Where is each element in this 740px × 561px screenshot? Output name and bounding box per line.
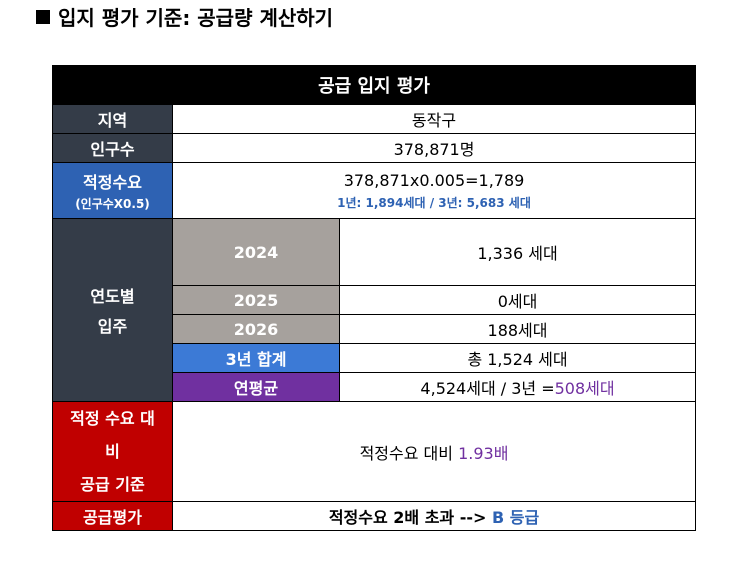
rating-label: 공급평가 [52, 501, 173, 531]
rating-value-prefix: 적정수요 2배 초과 --> [328, 508, 492, 527]
demand-label-cell: 적정수요 (인구수X0.5) [52, 162, 173, 219]
year-2025: 2025 [172, 285, 340, 315]
page-heading: 입지 평가 기준: 공급량 계산하기 [36, 2, 333, 31]
annual-average-prefix: 4,524세대 / 3년 = [420, 379, 555, 398]
ratio-value-highlight: 1.93배 [458, 443, 509, 463]
ratio-value: 적정수요 대비 1.93배 [171, 401, 697, 502]
annual-average-value: 4,524세대 / 3년 =508세대 [338, 372, 697, 402]
moveins-label-cell: 연도별 입주 [52, 218, 173, 402]
demand-label: 적정수요 [83, 173, 142, 192]
year-2024-value: 1,336 세대 [338, 218, 697, 286]
demand-value-cell: 378,871x0.005=1,789 1년: 1,894세대 / 3년: 5,… [171, 162, 697, 219]
black-square-icon [36, 10, 50, 24]
demand-sublabel: (인구수X0.5) [75, 197, 150, 211]
ratio-label-line3: 공급 기준 [80, 475, 145, 494]
demand-summary: 1년: 1,894세대 / 3년: 5,683 세대 [337, 195, 531, 210]
year-2024: 2024 [172, 218, 340, 286]
moveins-label-line2: 입주 [97, 317, 128, 336]
three-year-total-value: 총 1,524 세대 [338, 343, 697, 373]
demand-formula: 378,871x0.005=1,789 [343, 170, 525, 190]
three-year-total-label: 3년 합계 [172, 343, 340, 373]
year-2025-value: 0세대 [338, 285, 697, 315]
rating-value: 적정수요 2배 초과 --> B 등급 [171, 501, 697, 531]
table-title: 공급 입지 평가 [51, 65, 697, 105]
supply-evaluation-table: 공급 입지 평가 지역 동작구 인구수 378,871명 적정수요 (인구수X0… [51, 65, 697, 531]
ratio-value-prefix: 적정수요 대비 [359, 443, 459, 463]
region-label: 지역 [52, 104, 173, 134]
population-value: 378,871명 [171, 133, 697, 163]
region-value: 동작구 [171, 104, 697, 134]
ratio-label-line2: 비 [105, 442, 120, 461]
population-label: 인구수 [52, 133, 173, 163]
heading-text: 입지 평가 기준: 공급량 계산하기 [58, 6, 334, 30]
year-2026: 2026 [172, 314, 340, 344]
moveins-label-line1: 연도별 [90, 287, 135, 306]
annual-average-highlight: 508세대 [554, 379, 615, 398]
annual-average-label: 연평균 [172, 372, 340, 402]
ratio-label-line1: 적정 수요 대 [70, 409, 155, 428]
year-2026-value: 188세대 [338, 314, 697, 344]
rating-grade: B 등급 [491, 508, 540, 527]
ratio-label-cell: 적정 수요 대 비 공급 기준 [52, 401, 173, 502]
